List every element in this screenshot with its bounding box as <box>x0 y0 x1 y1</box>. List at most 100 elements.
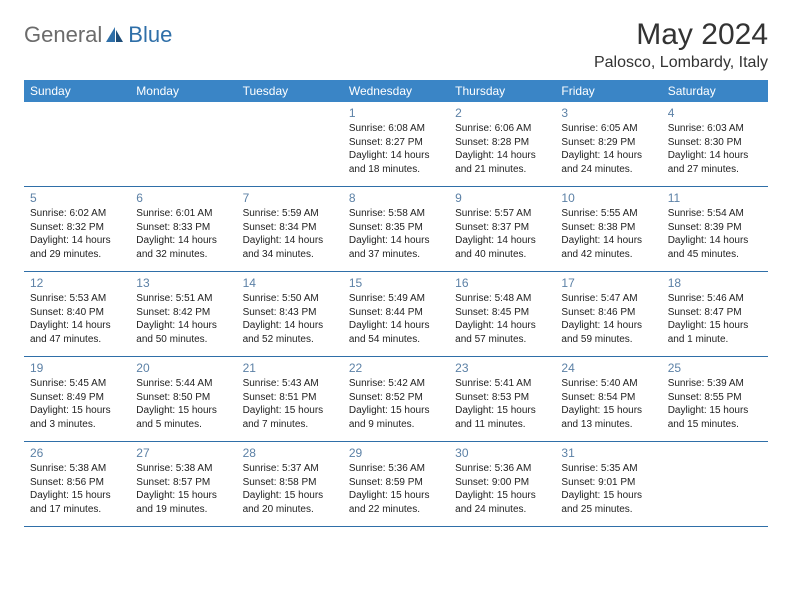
daylight-text: and 59 minutes. <box>561 333 655 347</box>
calendar-grid: SundayMondayTuesdayWednesdayThursdayFrid… <box>24 80 768 527</box>
daylight-text: and 45 minutes. <box>668 248 762 262</box>
empty-cell <box>130 102 236 186</box>
day-cell: 11Sunrise: 5:54 AMSunset: 8:39 PMDayligh… <box>662 187 768 271</box>
day-cell: 18Sunrise: 5:46 AMSunset: 8:47 PMDayligh… <box>662 272 768 356</box>
day-number: 15 <box>349 275 443 291</box>
day-cell: 28Sunrise: 5:37 AMSunset: 8:58 PMDayligh… <box>237 442 343 526</box>
daylight-text: Daylight: 14 hours <box>455 234 549 248</box>
day-number: 7 <box>243 190 337 206</box>
week-row: 5Sunrise: 6:02 AMSunset: 8:32 PMDaylight… <box>24 187 768 272</box>
daylight-text: and 52 minutes. <box>243 333 337 347</box>
day-number: 2 <box>455 105 549 121</box>
day-header-row: SundayMondayTuesdayWednesdayThursdayFrid… <box>24 80 768 102</box>
daylight-text: Daylight: 14 hours <box>455 319 549 333</box>
daylight-text: Daylight: 15 hours <box>455 404 549 418</box>
day-header: Wednesday <box>343 80 449 102</box>
daylight-text: and 13 minutes. <box>561 418 655 432</box>
week-row: 1Sunrise: 6:08 AMSunset: 8:27 PMDaylight… <box>24 102 768 187</box>
day-cell: 13Sunrise: 5:51 AMSunset: 8:42 PMDayligh… <box>130 272 236 356</box>
daylight-text: and 57 minutes. <box>455 333 549 347</box>
daylight-text: Daylight: 15 hours <box>668 319 762 333</box>
sunset-text: Sunset: 8:35 PM <box>349 221 443 235</box>
sunset-text: Sunset: 8:33 PM <box>136 221 230 235</box>
day-cell: 15Sunrise: 5:49 AMSunset: 8:44 PMDayligh… <box>343 272 449 356</box>
sunset-text: Sunset: 8:30 PM <box>668 136 762 150</box>
sunrise-text: Sunrise: 5:40 AM <box>561 377 655 391</box>
sunset-text: Sunset: 8:43 PM <box>243 306 337 320</box>
sunrise-text: Sunrise: 5:42 AM <box>349 377 443 391</box>
day-number: 5 <box>30 190 124 206</box>
day-cell: 4Sunrise: 6:03 AMSunset: 8:30 PMDaylight… <box>662 102 768 186</box>
sunrise-text: Sunrise: 6:05 AM <box>561 122 655 136</box>
day-cell: 12Sunrise: 5:53 AMSunset: 8:40 PMDayligh… <box>24 272 130 356</box>
day-number: 28 <box>243 445 337 461</box>
week-row: 12Sunrise: 5:53 AMSunset: 8:40 PMDayligh… <box>24 272 768 357</box>
daylight-text: and 7 minutes. <box>243 418 337 432</box>
daylight-text: Daylight: 14 hours <box>668 234 762 248</box>
day-cell: 26Sunrise: 5:38 AMSunset: 8:56 PMDayligh… <box>24 442 130 526</box>
sunrise-text: Sunrise: 5:44 AM <box>136 377 230 391</box>
day-cell: 14Sunrise: 5:50 AMSunset: 8:43 PMDayligh… <box>237 272 343 356</box>
daylight-text: and 24 minutes. <box>561 163 655 177</box>
sunset-text: Sunset: 8:54 PM <box>561 391 655 405</box>
day-number: 1 <box>349 105 443 121</box>
day-cell: 31Sunrise: 5:35 AMSunset: 9:01 PMDayligh… <box>555 442 661 526</box>
day-cell: 24Sunrise: 5:40 AMSunset: 8:54 PMDayligh… <box>555 357 661 441</box>
daylight-text: and 17 minutes. <box>30 503 124 517</box>
daylight-text: Daylight: 15 hours <box>243 489 337 503</box>
day-cell: 2Sunrise: 6:06 AMSunset: 8:28 PMDaylight… <box>449 102 555 186</box>
day-cell: 5Sunrise: 6:02 AMSunset: 8:32 PMDaylight… <box>24 187 130 271</box>
sunset-text: Sunset: 8:47 PM <box>668 306 762 320</box>
sunset-text: Sunset: 8:51 PM <box>243 391 337 405</box>
logo: General Blue <box>24 18 172 48</box>
location-label: Palosco, Lombardy, Italy <box>594 54 768 72</box>
day-number: 24 <box>561 360 655 376</box>
daylight-text: Daylight: 15 hours <box>30 404 124 418</box>
sunrise-text: Sunrise: 5:55 AM <box>561 207 655 221</box>
sunset-text: Sunset: 8:56 PM <box>30 476 124 490</box>
day-header: Sunday <box>24 80 130 102</box>
daylight-text: and 15 minutes. <box>668 418 762 432</box>
sunset-text: Sunset: 8:34 PM <box>243 221 337 235</box>
sunset-text: Sunset: 8:38 PM <box>561 221 655 235</box>
day-header: Monday <box>130 80 236 102</box>
daylight-text: and 19 minutes. <box>136 503 230 517</box>
sunrise-text: Sunrise: 5:41 AM <box>455 377 549 391</box>
day-number: 13 <box>136 275 230 291</box>
sunrise-text: Sunrise: 5:38 AM <box>136 462 230 476</box>
daylight-text: Daylight: 14 hours <box>30 319 124 333</box>
day-number: 31 <box>561 445 655 461</box>
day-cell: 29Sunrise: 5:36 AMSunset: 8:59 PMDayligh… <box>343 442 449 526</box>
day-cell: 22Sunrise: 5:42 AMSunset: 8:52 PMDayligh… <box>343 357 449 441</box>
sunrise-text: Sunrise: 5:37 AM <box>243 462 337 476</box>
sunset-text: Sunset: 8:37 PM <box>455 221 549 235</box>
empty-cell <box>237 102 343 186</box>
sunrise-text: Sunrise: 5:36 AM <box>349 462 443 476</box>
daylight-text: Daylight: 14 hours <box>349 234 443 248</box>
sunset-text: Sunset: 8:50 PM <box>136 391 230 405</box>
sunset-text: Sunset: 8:55 PM <box>668 391 762 405</box>
sunset-text: Sunset: 9:01 PM <box>561 476 655 490</box>
daylight-text: Daylight: 14 hours <box>30 234 124 248</box>
daylight-text: Daylight: 14 hours <box>455 149 549 163</box>
day-header: Thursday <box>449 80 555 102</box>
daylight-text: Daylight: 14 hours <box>243 234 337 248</box>
daylight-text: Daylight: 15 hours <box>30 489 124 503</box>
sunrise-text: Sunrise: 5:54 AM <box>668 207 762 221</box>
day-number: 12 <box>30 275 124 291</box>
sunset-text: Sunset: 8:42 PM <box>136 306 230 320</box>
daylight-text: and 25 minutes. <box>561 503 655 517</box>
daylight-text: Daylight: 14 hours <box>136 319 230 333</box>
sunrise-text: Sunrise: 5:36 AM <box>455 462 549 476</box>
day-cell: 19Sunrise: 5:45 AMSunset: 8:49 PMDayligh… <box>24 357 130 441</box>
sunset-text: Sunset: 8:59 PM <box>349 476 443 490</box>
day-cell: 17Sunrise: 5:47 AMSunset: 8:46 PMDayligh… <box>555 272 661 356</box>
daylight-text: and 18 minutes. <box>349 163 443 177</box>
daylight-text: and 32 minutes. <box>136 248 230 262</box>
sunrise-text: Sunrise: 5:57 AM <box>455 207 549 221</box>
empty-cell <box>662 442 768 526</box>
day-number: 29 <box>349 445 443 461</box>
sunrise-text: Sunrise: 5:46 AM <box>668 292 762 306</box>
daylight-text: Daylight: 14 hours <box>136 234 230 248</box>
day-number: 22 <box>349 360 443 376</box>
